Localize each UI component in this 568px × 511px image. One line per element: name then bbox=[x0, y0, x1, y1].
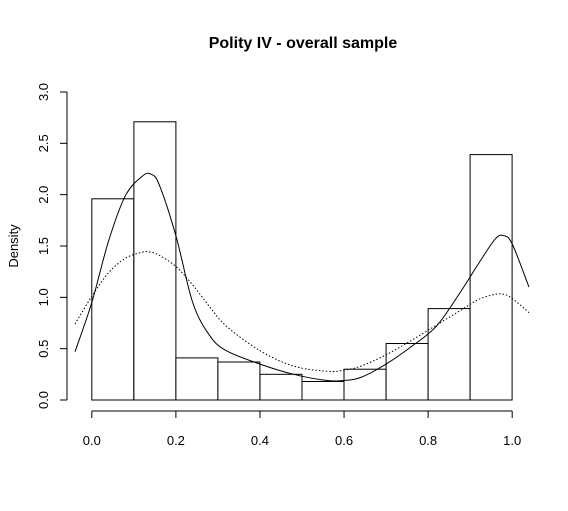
y-tick-label: 2.5 bbox=[36, 134, 51, 152]
histogram-bars bbox=[91, 121, 513, 401]
x-tick-label: 0.4 bbox=[251, 433, 269, 448]
histogram-bar-9 bbox=[427, 308, 471, 401]
y-axis: 0.0 0.5 1.0 1.5 2.0 2.5 3.0 bbox=[36, 83, 68, 409]
y-tick-label: 1.0 bbox=[36, 288, 51, 306]
y-tick-label: 3.0 bbox=[36, 83, 51, 101]
density-curves bbox=[74, 172, 530, 382]
x-tick-label: 0.0 bbox=[83, 433, 101, 448]
x-tick-label: 0.8 bbox=[419, 433, 437, 448]
x-tick-label: 0.6 bbox=[335, 433, 353, 448]
histogram-bar-5 bbox=[259, 373, 303, 401]
histogram-bar-2 bbox=[133, 121, 177, 401]
histogram-bar-6 bbox=[301, 381, 345, 401]
histogram-bar-3 bbox=[175, 357, 219, 401]
y-axis-label: Density bbox=[6, 224, 21, 268]
y-tick-label: 1.5 bbox=[36, 237, 51, 255]
solid-density-curve bbox=[74, 172, 530, 382]
y-tick-label: 0.5 bbox=[36, 340, 51, 358]
histogram-bar-8 bbox=[385, 343, 429, 401]
x-axis: 0.0 0.2 0.4 0.6 0.8 1.0 bbox=[83, 410, 521, 448]
y-tick-label: 0.0 bbox=[36, 391, 51, 409]
x-tick-label: 0.2 bbox=[167, 433, 185, 448]
histogram-bar-1 bbox=[91, 198, 135, 401]
histogram-bar-4 bbox=[217, 361, 261, 401]
chart-title: Polity IV - overall sample bbox=[209, 35, 398, 52]
histogram-bar-7 bbox=[343, 368, 387, 401]
y-tick-label: 2.0 bbox=[36, 186, 51, 204]
histogram-bar-10 bbox=[469, 154, 513, 401]
dotted-density-curve bbox=[74, 251, 530, 373]
x-tick-label: 1.0 bbox=[503, 433, 521, 448]
